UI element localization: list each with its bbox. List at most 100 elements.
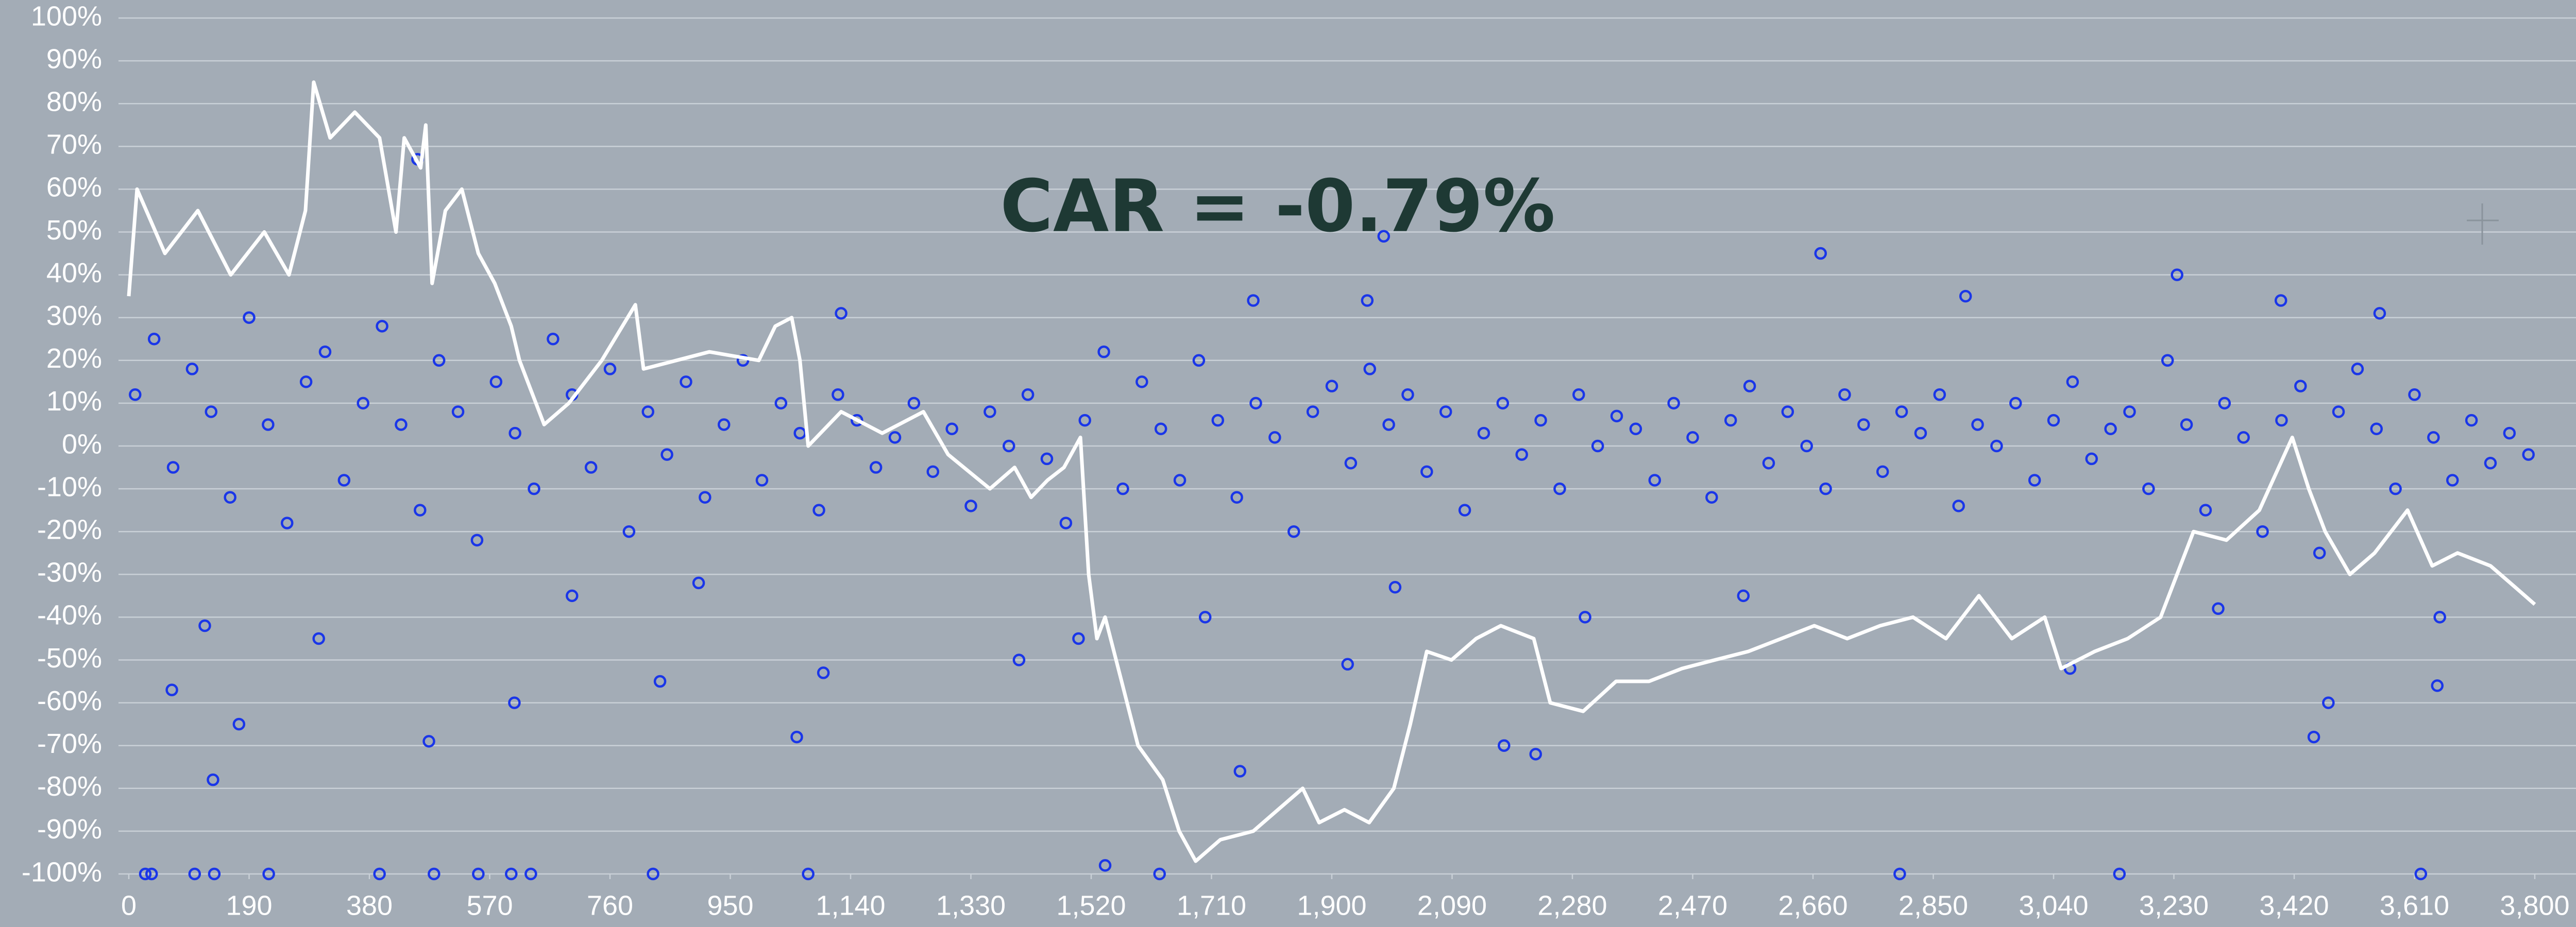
scatter-point xyxy=(2332,405,2345,418)
scatter-point xyxy=(395,418,408,431)
scatter-point xyxy=(1388,580,1402,594)
x-tick-label: 950 xyxy=(707,890,753,921)
scatter-point xyxy=(145,867,158,881)
scatter-point xyxy=(2503,426,2516,440)
scatter-point xyxy=(566,589,579,603)
x-tick-label: 2,280 xyxy=(1537,890,1607,921)
x-tick-label: 0 xyxy=(121,890,137,921)
scatter-point xyxy=(1477,426,1490,440)
y-tick-label: -60% xyxy=(37,685,102,716)
scatter-point xyxy=(414,504,427,517)
y-tick-label: 60% xyxy=(46,172,102,203)
scatter-point xyxy=(1059,517,1073,529)
scatter-point xyxy=(2274,294,2287,307)
x-tick-label: 2,470 xyxy=(1658,890,1727,921)
scatter-point xyxy=(1952,500,1965,512)
y-tick-label: 20% xyxy=(46,343,102,374)
scatter-point xyxy=(2431,679,2444,692)
scatter-point xyxy=(205,405,218,418)
y-tick-label: -100% xyxy=(22,856,102,887)
scatter-point xyxy=(1325,380,1338,392)
scatter-point xyxy=(2313,546,2326,559)
scatter-point xyxy=(2028,474,2041,487)
x-tick-label: 3,420 xyxy=(2259,890,2329,921)
scatter-point xyxy=(2294,380,2307,392)
scatter-point xyxy=(280,517,294,529)
scatter-point xyxy=(1247,294,1260,307)
scatter-point xyxy=(1268,431,1281,444)
scatter-point xyxy=(622,525,636,538)
x-tick-label: 190 xyxy=(226,890,272,921)
scatter-point xyxy=(232,717,246,731)
scatter-point xyxy=(1553,482,1566,495)
scatter-point xyxy=(2180,418,2193,431)
scatter-point xyxy=(2104,422,2117,436)
scatter-point xyxy=(1154,422,1167,436)
scatter-point xyxy=(165,683,178,696)
scatter-point xyxy=(1377,230,1391,243)
scatter-point xyxy=(1098,859,1112,872)
scatter-point xyxy=(2237,431,2250,444)
scatter-point xyxy=(653,675,667,688)
scatter-point xyxy=(2009,397,2022,410)
scatter-point xyxy=(926,465,940,478)
scatter-point xyxy=(1838,388,1851,401)
y-tick-label: 70% xyxy=(46,129,102,160)
scatter-point xyxy=(945,422,958,436)
scatter-point xyxy=(1341,658,1354,671)
scatter-point xyxy=(508,696,521,709)
x-tick-label: 2,660 xyxy=(1778,890,1848,921)
scatter-point xyxy=(1591,439,1604,453)
scatter-point xyxy=(1002,439,1015,453)
scatter-point xyxy=(2446,474,2459,487)
scatter-point xyxy=(129,388,142,401)
scatter-point xyxy=(262,867,275,881)
y-tick-label: -80% xyxy=(37,771,102,802)
scatter-point xyxy=(660,448,673,461)
y-tick-label: 10% xyxy=(46,386,102,417)
scatter-point xyxy=(817,666,830,679)
y-tick-label: 0% xyxy=(62,428,102,459)
scatter-point xyxy=(147,333,161,346)
scatter-point xyxy=(1959,289,1972,303)
scatter-point xyxy=(1420,465,1433,478)
scatter-point xyxy=(964,500,977,512)
grid-layer xyxy=(118,17,2576,879)
scatter-point xyxy=(299,375,313,388)
scatter-point xyxy=(1610,409,1623,423)
scatter-point xyxy=(1198,611,1212,624)
scatter-point xyxy=(2171,268,2183,281)
x-tick-label: 380 xyxy=(346,890,393,921)
scatter-point xyxy=(208,867,221,881)
scatter-point xyxy=(2414,867,2428,881)
scatter-point xyxy=(1529,748,1542,761)
scatter-point xyxy=(790,730,803,744)
scatter-point xyxy=(2322,696,2335,709)
annotation: CAR = -0.79% xyxy=(1000,165,1555,249)
y-tick-label: -90% xyxy=(37,814,102,845)
scatter-point xyxy=(793,426,806,440)
scatter-point xyxy=(774,397,788,410)
scatter-point xyxy=(198,619,211,632)
scatter-point xyxy=(1344,456,1358,470)
scatter-point xyxy=(470,534,484,547)
scatter-point xyxy=(2275,414,2288,427)
x-tick-label: 1,710 xyxy=(1177,890,1246,921)
scatter-point xyxy=(1021,388,1035,401)
scatter-point xyxy=(207,773,219,786)
scatter-point xyxy=(2433,611,2446,624)
scatter-point xyxy=(2351,363,2364,375)
line-layer xyxy=(127,80,2536,863)
scatter-point xyxy=(603,363,617,375)
scatter-point xyxy=(1814,247,1827,260)
label-layer: 100% 90% 80% 70% 60% 50% 40% 30% 20% 10% 0% -10% -20… xyxy=(22,1,2570,921)
scatter-point xyxy=(755,474,769,487)
scatter-point xyxy=(185,363,199,375)
scatter-point xyxy=(1233,765,1247,778)
scatter-point xyxy=(1363,363,1376,375)
scatter-point xyxy=(166,461,180,474)
y-tick-label: 50% xyxy=(46,215,102,246)
scatter-point xyxy=(1895,405,1908,418)
scatter-point xyxy=(584,461,598,474)
